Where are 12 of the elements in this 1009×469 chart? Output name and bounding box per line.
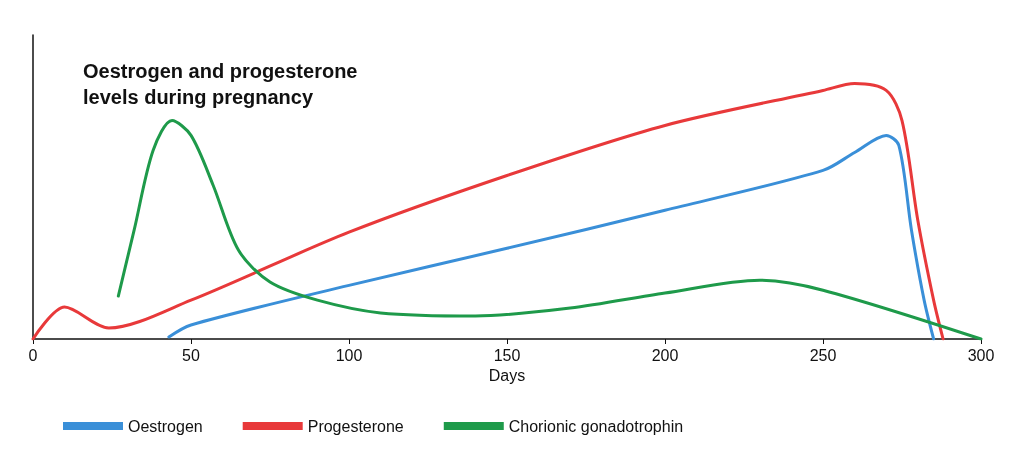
x-tick-label: 300 <box>967 346 995 364</box>
x-axis-title: Days <box>488 367 526 385</box>
x-tick-label: 50 <box>182 346 200 364</box>
legend-label: Chorionic gonadotrophin <box>508 417 684 435</box>
x-tick-label: 150 <box>493 346 521 364</box>
x-tick-label: 200 <box>651 346 679 364</box>
x-tick-label: 100 <box>335 346 363 364</box>
x-tick-label: 250 <box>809 346 837 364</box>
legend-label: Progesterone <box>307 417 404 435</box>
legend-label: Oestrogen <box>128 417 203 435</box>
chart-title: Oestrogen and progesterone levels during pregnancy <box>83 60 358 108</box>
x-tick-label: 0 <box>28 346 38 364</box>
